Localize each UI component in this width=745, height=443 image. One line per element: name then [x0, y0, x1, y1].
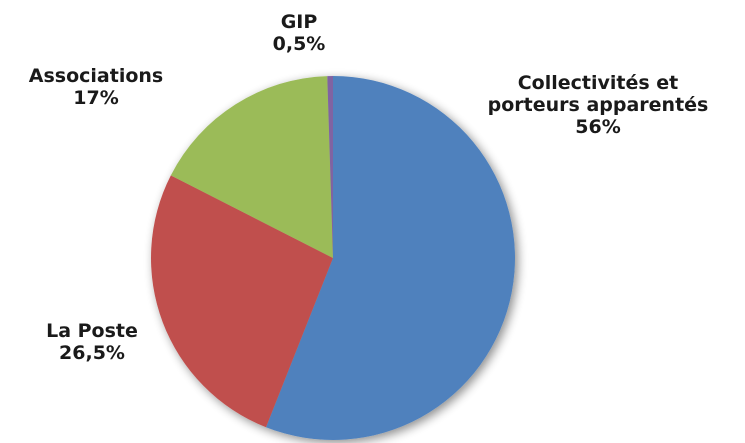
data-label-associations: Associations 17%: [29, 65, 163, 109]
pie-slice-collectivites-et-porteurs-apparentes: [266, 76, 515, 440]
pie-slice-associations: [170, 76, 333, 258]
data-label-category: Associations: [29, 65, 163, 87]
data-label-value: 0,5%: [273, 33, 326, 55]
pie-slice-la-poste: [151, 175, 333, 428]
data-label-gip: GIP 0,5%: [273, 11, 326, 55]
data-label-value: 17%: [73, 87, 118, 109]
data-label-category: porteurs apparentés: [488, 94, 709, 116]
data-label-la-poste: La Poste 26,5%: [46, 320, 138, 364]
data-label-value: 26,5%: [59, 342, 125, 364]
data-label-value: 56%: [575, 116, 620, 138]
data-label-category: GIP: [281, 11, 318, 33]
data-label-category: La Poste: [46, 320, 138, 342]
pie-slices: [151, 76, 515, 440]
data-label-collectivites-et-porteurs-apparentes: Collectivités et porteurs apparentés 56%: [488, 72, 709, 138]
pie-slice-gip: [327, 76, 333, 258]
data-label-category: Collectivités et: [518, 72, 679, 94]
